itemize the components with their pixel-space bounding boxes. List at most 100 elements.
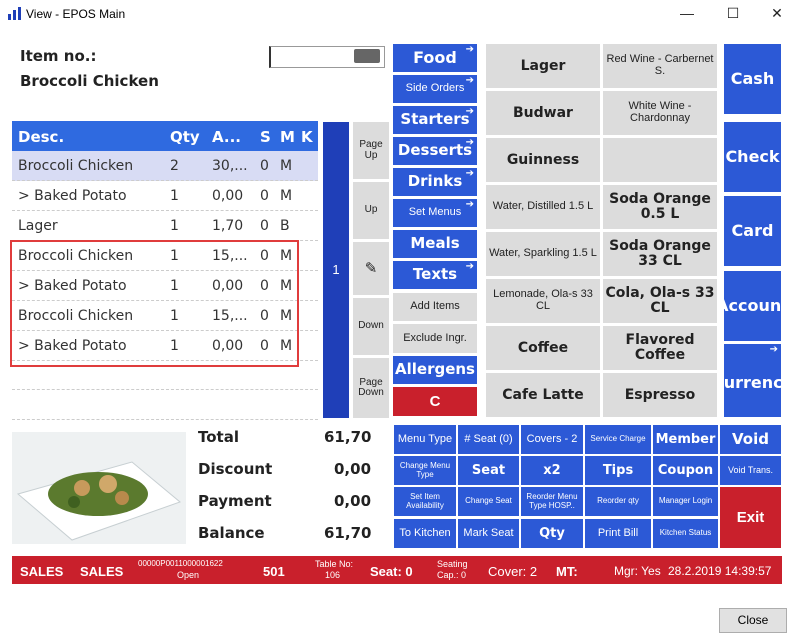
cell-desc: Broccoli Chicken <box>18 248 134 264</box>
exit-button[interactable]: Exit <box>719 486 782 549</box>
product-button[interactable]: Espresso <box>602 372 718 418</box>
category-desserts[interactable]: Desserts ➔ <box>392 136 478 166</box>
grid-header: Desc. Qty A... S M K <box>12 121 318 151</box>
table-row[interactable]: Broccoli Chicken 1 15,... 0 M <box>12 241 318 271</box>
category-c[interactable]: C <box>392 386 478 417</box>
arrow-icon: ➔ <box>465 261 474 272</box>
cell-amt: 15,... <box>212 308 248 324</box>
payment-account[interactable]: Account <box>723 270 782 342</box>
cell-qty: 2 <box>170 158 179 174</box>
payment-check[interactable]: Check <box>723 121 782 193</box>
product-button[interactable]: Cafe Latte <box>485 372 601 418</box>
function-seat[interactable]: Seat <box>457 455 520 486</box>
product-button[interactable]: White Wine - Chardonnay <box>602 90 718 136</box>
product-button[interactable]: Soda Orange 0.5 L <box>602 184 718 230</box>
function-x2[interactable]: x2 <box>520 455 584 486</box>
header-desc[interactable]: Desc. <box>18 128 65 146</box>
product-button[interactable]: Cola, Ola-s 33 CL <box>602 278 718 324</box>
cell-s: 0 <box>260 158 269 174</box>
cell-qty: 1 <box>170 248 179 264</box>
keyboard-icon[interactable] <box>354 49 380 63</box>
table-row[interactable]: Lager 1 1,70 0 B <box>12 211 318 241</box>
function-seat-0[interactable]: # Seat (0) <box>457 424 520 455</box>
header-amount[interactable]: A... <box>212 128 241 146</box>
function-member[interactable]: Member <box>652 424 719 455</box>
maximize-button[interactable]: ☐ <box>726 5 740 21</box>
function-menu-type[interactable]: Menu Type <box>393 424 457 455</box>
function-void[interactable]: Void <box>719 424 782 455</box>
function-set-item-availability[interactable]: Set Item Availability <box>393 486 457 517</box>
cell-m: M <box>280 278 293 294</box>
product-button[interactable]: Lemonade, Ola-s 33 CL <box>485 278 601 324</box>
category-allergens[interactable]: Allergens <box>392 355 478 385</box>
function-qty[interactable]: Qty <box>520 518 584 549</box>
product-button[interactable]: Lager <box>485 43 601 89</box>
down-button[interactable]: Down <box>352 297 390 356</box>
product-button[interactable]: Red Wine - Carbernet S. <box>602 43 718 89</box>
category-add-items[interactable]: Add Items <box>392 292 478 322</box>
category-drinks[interactable]: Drinks ➔ <box>392 167 478 197</box>
function-print-bill[interactable]: Print Bill <box>584 518 652 549</box>
category-texts[interactable]: Texts ➔ <box>392 260 478 290</box>
function-to-kitchen[interactable]: To Kitchen <box>393 518 457 549</box>
header-s[interactable]: S <box>260 128 271 146</box>
table-row[interactable]: Broccoli Chicken 2 30,... 0 M <box>12 151 318 181</box>
function-tips[interactable]: Tips <box>584 455 652 486</box>
product-button[interactable]: Guinness <box>485 137 601 183</box>
header-m[interactable]: M <box>280 128 295 146</box>
payment-card[interactable]: Card <box>723 195 782 267</box>
payment-currency[interactable]: Currency➔ <box>723 343 782 418</box>
arrow-icon: ➔ <box>465 44 474 55</box>
function-manager-login[interactable]: Manager Login <box>652 486 719 517</box>
header-qty[interactable]: Qty <box>170 128 200 146</box>
function-reorder-qty[interactable]: Reorder qty <box>584 486 652 517</box>
cell-desc: Lager <box>18 218 58 234</box>
page-down-button[interactable]: Page Down <box>352 357 390 419</box>
product-button[interactable]: Water, Sparkling 1.5 L <box>485 231 601 277</box>
seat-number-button[interactable]: 1 <box>322 121 350 419</box>
function-covers-2[interactable]: Covers - 2 <box>520 424 584 455</box>
function-service-charge[interactable]: Service Charge <box>584 424 652 455</box>
discount-value: 0,00 <box>334 460 372 478</box>
close-window-button[interactable]: ✕ <box>771 5 783 21</box>
close-button[interactable]: Close <box>719 608 787 633</box>
up-button[interactable]: Up <box>352 181 390 240</box>
product-button[interactable]: Budwar <box>485 90 601 136</box>
cell-s: 0 <box>260 308 269 324</box>
function-mark-seat[interactable]: Mark Seat <box>457 518 520 549</box>
category-meals[interactable]: Meals <box>392 229 478 259</box>
table-row[interactable]: > Baked Potato 1 0,00 0 M <box>12 331 318 361</box>
cell-amt: 30,... <box>212 158 248 174</box>
category-side-orders[interactable]: Side Orders ➔ <box>392 74 478 104</box>
category-food[interactable]: Food ➔ <box>392 43 478 73</box>
function-reorder-menu-type-hosp[interactable]: Reorder Menu Type HOSP.. <box>520 486 584 517</box>
table-row[interactable]: Broccoli Chicken 1 15,... 0 M <box>12 301 318 331</box>
minimize-button[interactable]: — <box>680 5 694 21</box>
table-row[interactable]: > Baked Potato 1 0,00 0 M <box>12 181 318 211</box>
page-up-button[interactable]: Page Up <box>352 121 390 180</box>
category-set-menus[interactable]: Set Menus ➔ <box>392 198 478 228</box>
function-change-menu-type[interactable]: Change Menu Type <box>393 455 457 486</box>
category-exclude-ingr[interactable]: Exclude Ingr. <box>392 323 478 354</box>
edit-note-icon[interactable]: ✎ <box>352 241 390 296</box>
discount-label: Discount <box>198 460 273 478</box>
header-k[interactable]: K <box>301 128 313 146</box>
payment-cash[interactable]: Cash <box>723 43 782 115</box>
product-button[interactable]: Flavored Coffee <box>602 325 718 371</box>
cell-m: M <box>280 308 293 324</box>
order-number: 00000P0011000001622 <box>138 559 223 568</box>
cell-m: M <box>280 248 293 264</box>
product-button[interactable] <box>602 137 718 183</box>
function-kitchen-status[interactable]: Kitchen Status <box>652 518 719 549</box>
table-row[interactable]: > Baked Potato 1 0,00 0 M <box>12 271 318 301</box>
function-coupon[interactable]: Coupon <box>652 455 719 486</box>
function-change-seat[interactable]: Change Seat <box>457 486 520 517</box>
cell-s: 0 <box>260 188 269 204</box>
table-label: Table No: <box>315 559 354 569</box>
product-button[interactable]: Coffee <box>485 325 601 371</box>
function-void-trans[interactable]: Void Trans. <box>719 455 782 486</box>
product-button[interactable]: Water, Distilled 1.5 L <box>485 184 601 230</box>
cell-desc: > Baked Potato <box>18 338 127 354</box>
category-starters[interactable]: Starters ➔ <box>392 105 478 135</box>
product-button[interactable]: Soda Orange 33 CL <box>602 231 718 277</box>
